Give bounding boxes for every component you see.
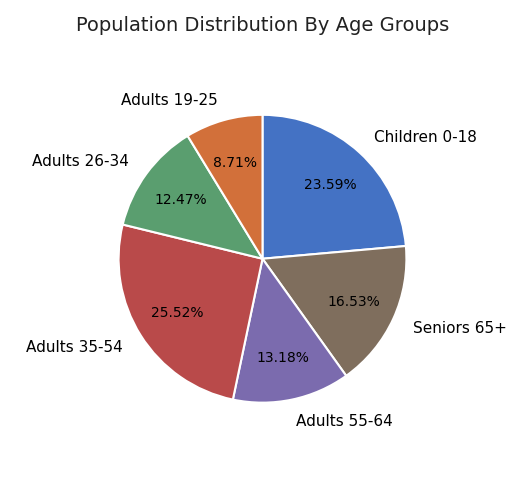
Wedge shape	[187, 116, 262, 259]
Text: Adults 35-54: Adults 35-54	[26, 340, 122, 355]
Text: 12.47%: 12.47%	[155, 193, 207, 207]
Wedge shape	[262, 247, 406, 376]
Text: Children 0-18: Children 0-18	[374, 130, 477, 145]
Text: Adults 26-34: Adults 26-34	[32, 154, 129, 169]
Text: 25.52%: 25.52%	[151, 306, 204, 320]
Text: 8.71%: 8.71%	[213, 156, 257, 169]
Text: 16.53%: 16.53%	[328, 294, 381, 308]
Text: 23.59%: 23.59%	[304, 178, 357, 192]
Wedge shape	[233, 259, 346, 403]
Wedge shape	[123, 136, 262, 259]
Wedge shape	[119, 225, 262, 400]
Title: Population Distribution By Age Groups: Population Distribution By Age Groups	[76, 16, 449, 36]
Text: 13.18%: 13.18%	[257, 350, 310, 365]
Text: Adults 19-25: Adults 19-25	[121, 93, 218, 108]
Text: Seniors 65+: Seniors 65+	[413, 321, 507, 336]
Wedge shape	[262, 116, 406, 259]
Text: Adults 55-64: Adults 55-64	[297, 413, 393, 428]
